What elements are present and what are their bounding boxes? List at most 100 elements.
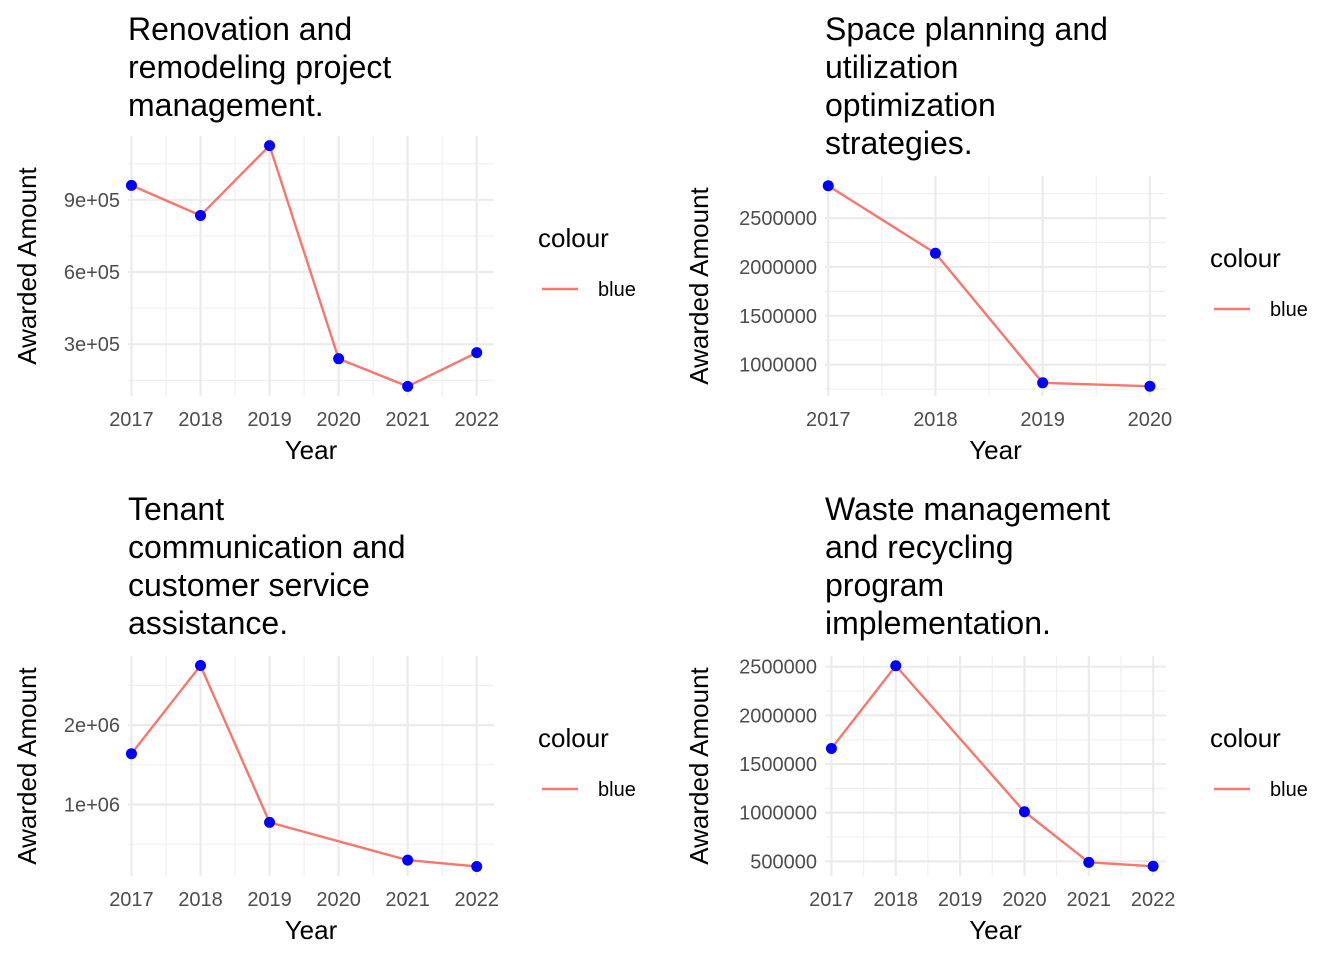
y-tick-label: 3e+05 [64, 334, 120, 356]
data-point [929, 247, 941, 259]
data-point [333, 353, 345, 365]
y-axis-label: Awarded Amount [12, 166, 42, 364]
chart-title-line: implementation. [825, 605, 1051, 641]
data-point [195, 209, 207, 221]
plot-grid [128, 136, 494, 396]
data-point [1083, 856, 1095, 868]
plot-grid [825, 176, 1166, 396]
data-point [264, 140, 276, 152]
y-tick-label: 1e+06 [64, 795, 120, 817]
x-tick-label: 2017 [109, 409, 154, 431]
legend: colour blue [538, 723, 636, 801]
x-tick-label: 2018 [874, 889, 919, 911]
chart-title-line: assistance. [128, 605, 288, 641]
data-point [1018, 806, 1030, 818]
data-point [471, 860, 483, 872]
chart-title-line: and recycling [825, 529, 1014, 565]
x-tick-label: 2020 [316, 409, 361, 431]
chart-title-line: program [825, 567, 944, 603]
legend-entry-label: blue [598, 279, 636, 301]
x-tick-label: 2018 [913, 409, 958, 431]
x-tick-label: 2019 [938, 889, 983, 911]
data-point [1037, 377, 1049, 389]
y-tick-label: 1500000 [739, 754, 817, 776]
legend: colour blue [538, 223, 636, 301]
legend-entry-label: blue [1270, 299, 1308, 321]
series-line [827, 184, 1150, 388]
y-axis-label: Awarded Amount [684, 666, 714, 864]
legend-title: colour [1210, 723, 1281, 753]
x-tick-label: 2018 [178, 409, 223, 431]
chart-title-line: customer service [128, 567, 370, 603]
y-tick-label: 1000000 [739, 803, 817, 825]
y-tick-label: 2000000 [739, 257, 817, 279]
x-tick-label: 2020 [1002, 889, 1047, 911]
chart-title-line: Tenant [128, 491, 224, 527]
data-point [825, 742, 837, 754]
x-axis-label: Year [285, 915, 338, 945]
data-point [195, 660, 207, 672]
x-tick-label: 2022 [1131, 889, 1176, 911]
x-tick-label: 2019 [247, 409, 292, 431]
x-tick-label: 2019 [247, 889, 292, 911]
data-point [264, 816, 276, 828]
data-point [402, 854, 414, 866]
y-axis-label: Awarded Amount [684, 186, 714, 384]
chart-panel-2: Space planning andutilizationoptimizatio… [684, 11, 1308, 465]
y-axis-label: Awarded Amount [12, 666, 42, 864]
x-tick-label: 2021 [1067, 889, 1112, 911]
chart-title-line: utilization [825, 49, 958, 85]
data-point [471, 347, 483, 359]
x-axis-label: Year [969, 435, 1022, 465]
x-axis-label: Year [285, 435, 338, 465]
x-axis-label: Year [969, 915, 1022, 945]
x-tick-label: 2021 [385, 889, 430, 911]
data-point [402, 380, 414, 392]
legend-entry-label: blue [1270, 779, 1308, 801]
data-point [890, 660, 902, 672]
legend-title: colour [538, 223, 609, 253]
legend-entry-label: blue [598, 779, 636, 801]
legend-title: colour [1210, 243, 1281, 273]
x-tick-label: 2017 [109, 889, 154, 911]
chart-title-line: strategies. [825, 125, 973, 161]
chart-title-line: Waste management [825, 491, 1110, 527]
y-tick-label: 9e+05 [64, 190, 120, 212]
plot-grid [825, 656, 1166, 876]
chart-title-line: optimization [825, 87, 996, 123]
x-tick-label: 2021 [385, 409, 430, 431]
data-point [125, 179, 137, 191]
y-tick-label: 2500000 [739, 208, 817, 230]
y-tick-label: 6e+05 [64, 262, 120, 284]
y-tick-label: 500000 [750, 851, 817, 873]
x-tick-label: 2018 [178, 889, 223, 911]
chart-title-line: management. [128, 87, 324, 123]
data-point [1147, 860, 1159, 872]
chart-title-line: remodeling project [128, 49, 391, 85]
x-tick-label: 2020 [316, 889, 361, 911]
chart-title-line: Renovation and [128, 11, 352, 47]
x-tick-label: 2020 [1128, 409, 1173, 431]
x-tick-label: 2022 [454, 889, 499, 911]
series-line [130, 143, 478, 388]
plot-grid [128, 656, 494, 876]
data-point [822, 180, 834, 192]
y-tick-label: 2500000 [739, 657, 817, 679]
x-tick-label: 2017 [809, 889, 854, 911]
y-tick-label: 2000000 [739, 705, 817, 727]
x-tick-label: 2022 [454, 409, 499, 431]
x-tick-label: 2019 [1020, 409, 1065, 431]
y-tick-label: 2e+06 [64, 715, 120, 737]
chart-title-line: communication and [128, 529, 405, 565]
data-point [1144, 380, 1156, 392]
legend-title: colour [538, 723, 609, 753]
data-point [125, 748, 137, 760]
chart-title-line: Space planning and [825, 11, 1108, 47]
y-tick-label: 1500000 [739, 306, 817, 328]
legend: colour blue [1210, 243, 1308, 321]
x-tick-label: 2017 [806, 409, 851, 431]
